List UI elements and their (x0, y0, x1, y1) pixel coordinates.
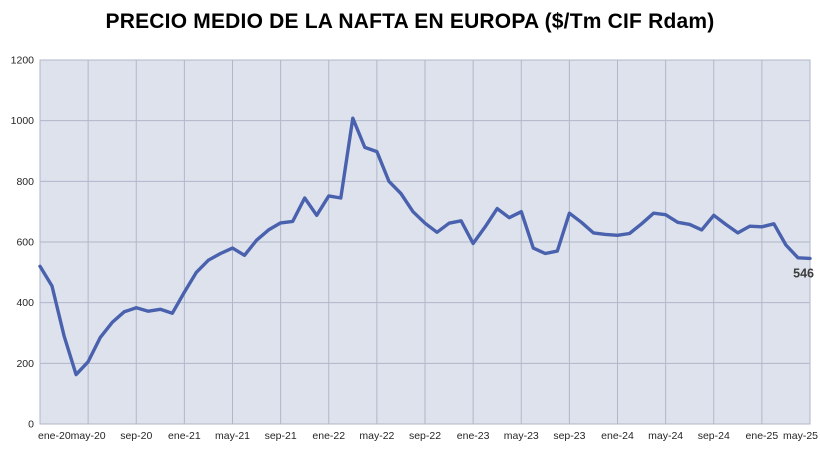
y-axis-tick-label: 1000 (11, 115, 35, 127)
last-value-label: 546 (793, 266, 814, 280)
x-axis-tick-label: ene-21 (168, 430, 201, 442)
x-axis-tick-label: may-24 (648, 430, 683, 442)
y-axis-tick-label: 200 (16, 358, 34, 370)
x-axis-tick-label: may-21 (215, 430, 250, 442)
y-axis-tick-label: 600 (16, 237, 34, 249)
x-axis-tick-label: ene-22 (312, 430, 345, 442)
x-axis-tick-label: sep-23 (553, 430, 585, 442)
y-axis-tick-label: 1200 (11, 55, 35, 67)
y-axis-tick-label: 800 (16, 176, 34, 188)
x-axis-tick-label: ene-25 (746, 430, 779, 442)
x-axis-tick-label: sep-21 (265, 430, 297, 442)
x-axis-tick-label: ene-24 (601, 430, 634, 442)
price-series-line (38, 116, 812, 377)
x-axis-tick-label: sep-22 (409, 430, 441, 442)
x-axis-tick-label: may-20 (71, 430, 106, 442)
x-axis-tick-label: may-22 (359, 430, 394, 442)
x-axis-tick-label: may-23 (504, 430, 539, 442)
y-axis-tick-label: 400 (16, 297, 34, 309)
x-axis-tick-label: sep-24 (698, 430, 730, 442)
chart-title: PRECIO MEDIO DE LA NAFTA EN EUROPA ($/Tm… (105, 10, 715, 33)
x-axis-tick-label: ene-23 (457, 430, 490, 442)
y-axis-tick-label: 0 (28, 419, 34, 431)
x-axis-tick-label: may-25 (783, 430, 818, 442)
x-axis-tick-label: sep-20 (120, 430, 152, 442)
plot-border (39, 59, 811, 425)
x-axis-tick-label: ene-20 (38, 430, 71, 442)
